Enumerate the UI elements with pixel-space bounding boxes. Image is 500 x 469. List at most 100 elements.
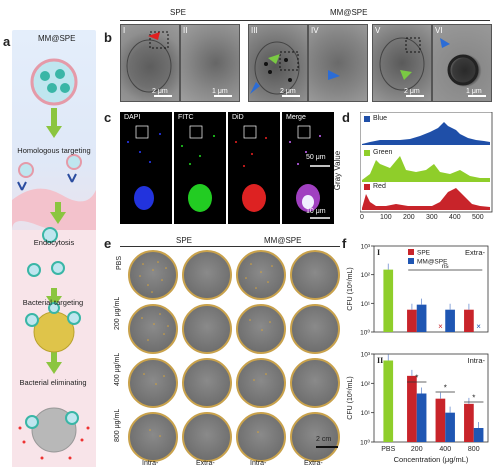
panel-label-e: e	[104, 236, 112, 251]
legend-swatch	[408, 249, 414, 255]
y-axis-label: CFU (10⁸/mL)	[347, 376, 354, 419]
panel-a-title: MM@SPE	[38, 34, 76, 43]
fluorescence-overlay	[127, 125, 330, 219]
em-label-vi: VI	[435, 26, 443, 35]
green-arrow-icon	[400, 70, 412, 80]
plate-200-mmspe-extra	[290, 304, 340, 354]
y-tick-label: 10³	[361, 244, 371, 251]
em-label-ii: II	[183, 26, 188, 35]
red-profile	[362, 188, 490, 210]
bar	[464, 309, 474, 332]
blue-arrow-icon	[328, 70, 340, 80]
x-tick-100: 100	[380, 214, 392, 221]
y-tick-label: 10³	[361, 352, 371, 359]
blue-profile	[362, 122, 490, 145]
y-tick-label: 10¹	[361, 410, 371, 417]
plate-pbs-mmspe-intra	[236, 250, 286, 300]
col-label-intra-1: Intra-	[142, 460, 159, 467]
em-image-ii	[180, 24, 240, 102]
bar	[383, 269, 394, 332]
x-tick-200: 200	[403, 214, 415, 221]
scale-label-ii: 1 μm	[212, 88, 228, 95]
y-tick-label: 10²	[361, 272, 371, 279]
y-tick-label: 10⁰	[360, 439, 370, 447]
step-bacterial-targeting: Bacterial targeting	[22, 298, 84, 307]
em-label-iii: III	[251, 26, 258, 35]
chart-roman-label: I	[377, 248, 380, 257]
sig-label: *	[444, 384, 447, 393]
panel-label-b: b	[104, 30, 112, 45]
legend-green: Green	[373, 149, 393, 156]
plate-200-spe-intra	[128, 304, 178, 354]
em-image-vi	[432, 24, 492, 102]
scale-label-i: 2 μm	[152, 88, 168, 95]
plate-200-spe-extra	[182, 304, 232, 354]
label-dapi: DAPI	[124, 114, 141, 121]
cfu-chart-extra: 10⁰ 10¹ 10² 10³ CFU (10⁸/mL) I Extra- × × ns SPE MM…	[347, 244, 489, 337]
header-mmspe: MM@SPE	[330, 8, 368, 17]
legend-red: Red	[373, 183, 386, 190]
colony-dots	[139, 261, 273, 437]
bar	[407, 375, 417, 442]
em-image-v	[372, 24, 432, 102]
legend-label: MM@SPE	[417, 259, 448, 266]
label-merge: Merge	[286, 114, 306, 121]
row-label-400: 400 μg/mL	[114, 352, 121, 386]
y-tick-label: 10⁰	[360, 329, 370, 337]
row-label-pbs: PBS	[116, 255, 123, 270]
blue-arrow-icon	[250, 82, 260, 94]
step-homologous-targeting: Homologous targeting	[17, 146, 91, 155]
col-label-intra-2: Intra-	[250, 460, 267, 467]
x-tick-label: 400	[439, 446, 451, 453]
chart-annotation: Extra-	[465, 248, 486, 257]
x-axis-label: Concentration (μg/mL)	[394, 455, 469, 464]
plate-800-spe-intra	[128, 412, 178, 462]
gray-value-ylabel: Gray Value	[333, 150, 343, 191]
step-bacterial-eliminating: Bacterial eliminating	[19, 378, 87, 387]
group-label-mmspe: MM@SPE	[264, 236, 302, 245]
x-tick-500: 500	[472, 214, 484, 221]
label-fitc: FITC	[178, 114, 194, 121]
y-tick-label: 10²	[361, 381, 371, 388]
green-profile	[362, 156, 490, 182]
legend-label: SPE	[417, 250, 431, 257]
dead-bacterium	[31, 407, 77, 453]
bar	[445, 309, 455, 332]
plot-frame	[373, 245, 489, 333]
y-axis-label: CFU (10⁸/mL)	[347, 267, 354, 310]
label-did: DiD	[232, 114, 244, 121]
col-label-extra-1: Extra-	[196, 460, 215, 467]
scale-label-iii: 2 μm	[280, 88, 296, 95]
plate-200-mmspe-intra	[236, 304, 286, 354]
em-label-v: V	[375, 26, 381, 35]
chart-annotation: Intra-	[467, 356, 485, 365]
panel-a-illustration	[12, 58, 96, 467]
x-tick-300: 300	[426, 214, 438, 221]
step-endocytosis: Endocytosis	[33, 238, 75, 247]
bar	[416, 393, 427, 442]
plate-pbs-spe-intra	[128, 250, 178, 300]
bar	[416, 304, 427, 332]
plate-pbs-spe-extra	[182, 250, 232, 300]
x-tick-label: 800	[468, 446, 480, 453]
y-tick-label: 10¹	[361, 301, 371, 308]
bar	[445, 412, 455, 442]
group-divider	[120, 246, 340, 247]
x-tick-label: PBS	[381, 446, 395, 453]
plate-scale-bar	[316, 446, 338, 448]
chart-roman-label: II	[377, 356, 383, 365]
col-label-extra-2: Extra-	[304, 460, 323, 467]
green-arrow-icon	[268, 54, 280, 64]
x-tick-0: 0	[360, 214, 364, 221]
sig-label: ns	[442, 263, 450, 270]
plate-400-spe-extra	[182, 358, 232, 408]
plate-400-spe-intra	[128, 358, 178, 408]
x-tick-400: 400	[449, 214, 461, 221]
bar	[407, 309, 417, 332]
panel-label-c: c	[104, 110, 112, 125]
sig-label: *	[472, 394, 475, 403]
x-tick-label: 200	[411, 446, 423, 453]
plate-800-mmspe-intra	[236, 412, 286, 462]
em-annotations	[126, 31, 486, 97]
cfu-chart-intra: 10⁰ 10¹ 10² 10³ CFU (10⁸/mL) II Intra- PBS 200 40…	[347, 352, 489, 464]
